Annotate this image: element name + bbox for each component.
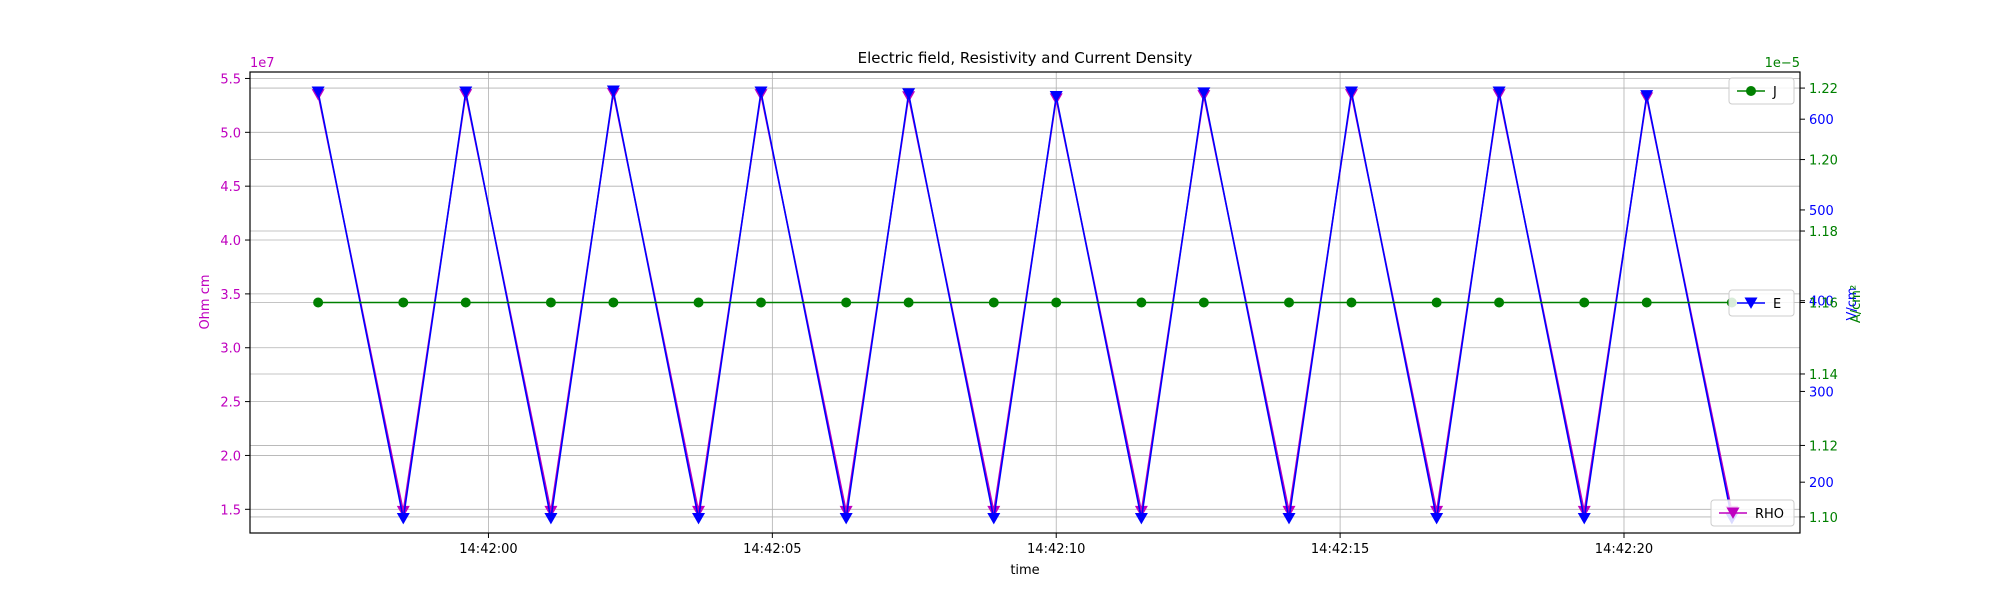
j-axis-label: A/cm² — [1849, 285, 1864, 323]
axes: 14:42:00 14:42:05 14:42:10 14:42:15 14:42:20… — [220, 72, 1838, 557]
e-axis-label: V/cm — [1845, 287, 1860, 320]
e-line — [317, 90, 1733, 519]
j-point — [1051, 297, 1062, 308]
rho-point — [839, 505, 853, 518]
j-point — [903, 297, 914, 308]
j-point — [608, 297, 619, 308]
j-point — [398, 297, 409, 308]
e-point — [396, 512, 410, 525]
e-tick-label: 400 — [1809, 295, 1834, 310]
j-point — [755, 297, 766, 308]
j-point — [1136, 297, 1147, 308]
e-tick-label: 300 — [1809, 385, 1834, 400]
j-point — [313, 297, 324, 308]
x-tick-label: 14:42:20 — [1595, 542, 1653, 557]
e-tick-label: 600 — [1809, 113, 1834, 128]
rho-tick-label: 4.5 — [220, 180, 241, 195]
j-point — [1198, 297, 1209, 308]
rho-tick-label: 2.0 — [220, 449, 241, 464]
j-point — [1284, 297, 1295, 308]
legend-box — [1710, 499, 1795, 527]
j-point — [988, 297, 999, 308]
rho-tick-label: 5.0 — [220, 126, 241, 141]
e-point — [839, 512, 853, 525]
rho-point — [1577, 505, 1591, 518]
rho-point — [692, 505, 706, 518]
e-point — [1640, 90, 1654, 102]
series-j — [313, 297, 1737, 308]
rho-tick-label: 3.5 — [220, 288, 241, 303]
j-point — [1346, 297, 1357, 308]
e-point — [311, 86, 325, 98]
e-point — [459, 86, 473, 98]
e-point — [1197, 87, 1211, 99]
legend-e: E — [1728, 289, 1795, 317]
j-point — [460, 297, 471, 308]
j-tick-label: 1.22 — [1809, 82, 1838, 97]
j-point — [1494, 297, 1505, 308]
rho-tick-label: 4.0 — [220, 234, 241, 249]
j-point — [693, 297, 704, 308]
rho-offset-text: 1e7 — [250, 56, 275, 71]
x-tick-label: 14:42:05 — [743, 542, 801, 557]
series-layer — [311, 85, 1739, 525]
x-tick-label: 14:42:15 — [1311, 542, 1369, 557]
j-offset-text: 1e−5 — [1765, 56, 1800, 71]
e-point — [1282, 512, 1296, 525]
j-point — [1579, 297, 1590, 308]
j-tick-label: 1.12 — [1809, 439, 1838, 454]
e-point — [902, 88, 916, 100]
j-point — [1641, 297, 1652, 308]
e-point — [606, 85, 620, 97]
x-axis-label: time — [1010, 563, 1039, 578]
e-point — [1577, 512, 1591, 525]
e-point — [1344, 86, 1358, 98]
j-tick-label: 1.16 — [1809, 297, 1838, 312]
e-point — [1430, 512, 1444, 525]
rho-tick-label: 1.5 — [220, 503, 241, 518]
rho-point — [396, 505, 410, 518]
rho-tick-label: 5.5 — [220, 72, 241, 87]
j-point — [841, 297, 852, 308]
rho-point — [1430, 505, 1444, 518]
legend-marker — [1744, 297, 1758, 309]
rho-point — [1282, 505, 1296, 518]
legend-j: J — [1728, 77, 1795, 105]
e-point — [544, 512, 558, 525]
rho-point — [1134, 505, 1148, 518]
j-point — [1431, 297, 1442, 308]
chart-title: Electric field, Resistivity and Current … — [858, 49, 1193, 67]
legend-marker — [1746, 86, 1756, 96]
e-tick-label: 200 — [1809, 476, 1834, 491]
e-point — [1049, 90, 1063, 103]
e-point — [1134, 512, 1148, 525]
e-tick-label: 500 — [1809, 204, 1834, 219]
rho-point — [544, 505, 558, 518]
series-e — [311, 85, 1739, 525]
rho-tick-label: 3.0 — [220, 342, 241, 357]
rho-axis-label: Ohm cm — [198, 274, 213, 329]
legend-label: E — [1773, 297, 1781, 312]
legend-rho: RHO — [1710, 499, 1795, 527]
legend-label: J — [1772, 85, 1777, 100]
j-tick-label: 1.14 — [1809, 368, 1838, 383]
j-point — [545, 297, 556, 308]
e-point — [1492, 86, 1506, 98]
legend-marker — [1726, 507, 1740, 519]
x-tick-label: 14:42:10 — [1027, 542, 1085, 557]
j-tick-label: 1.18 — [1809, 225, 1838, 240]
legends: J E RHO — [1710, 77, 1795, 527]
e-point — [692, 512, 706, 525]
j-tick-label: 1.10 — [1809, 511, 1838, 526]
j-tick-label: 1.20 — [1809, 154, 1838, 169]
e-point — [987, 512, 1001, 525]
legend-label: RHO — [1755, 507, 1784, 522]
e-point — [754, 86, 768, 98]
rho-point — [987, 505, 1001, 518]
rho-tick-label: 2.5 — [220, 396, 241, 411]
x-tick-label: 14:42:00 — [459, 542, 517, 557]
